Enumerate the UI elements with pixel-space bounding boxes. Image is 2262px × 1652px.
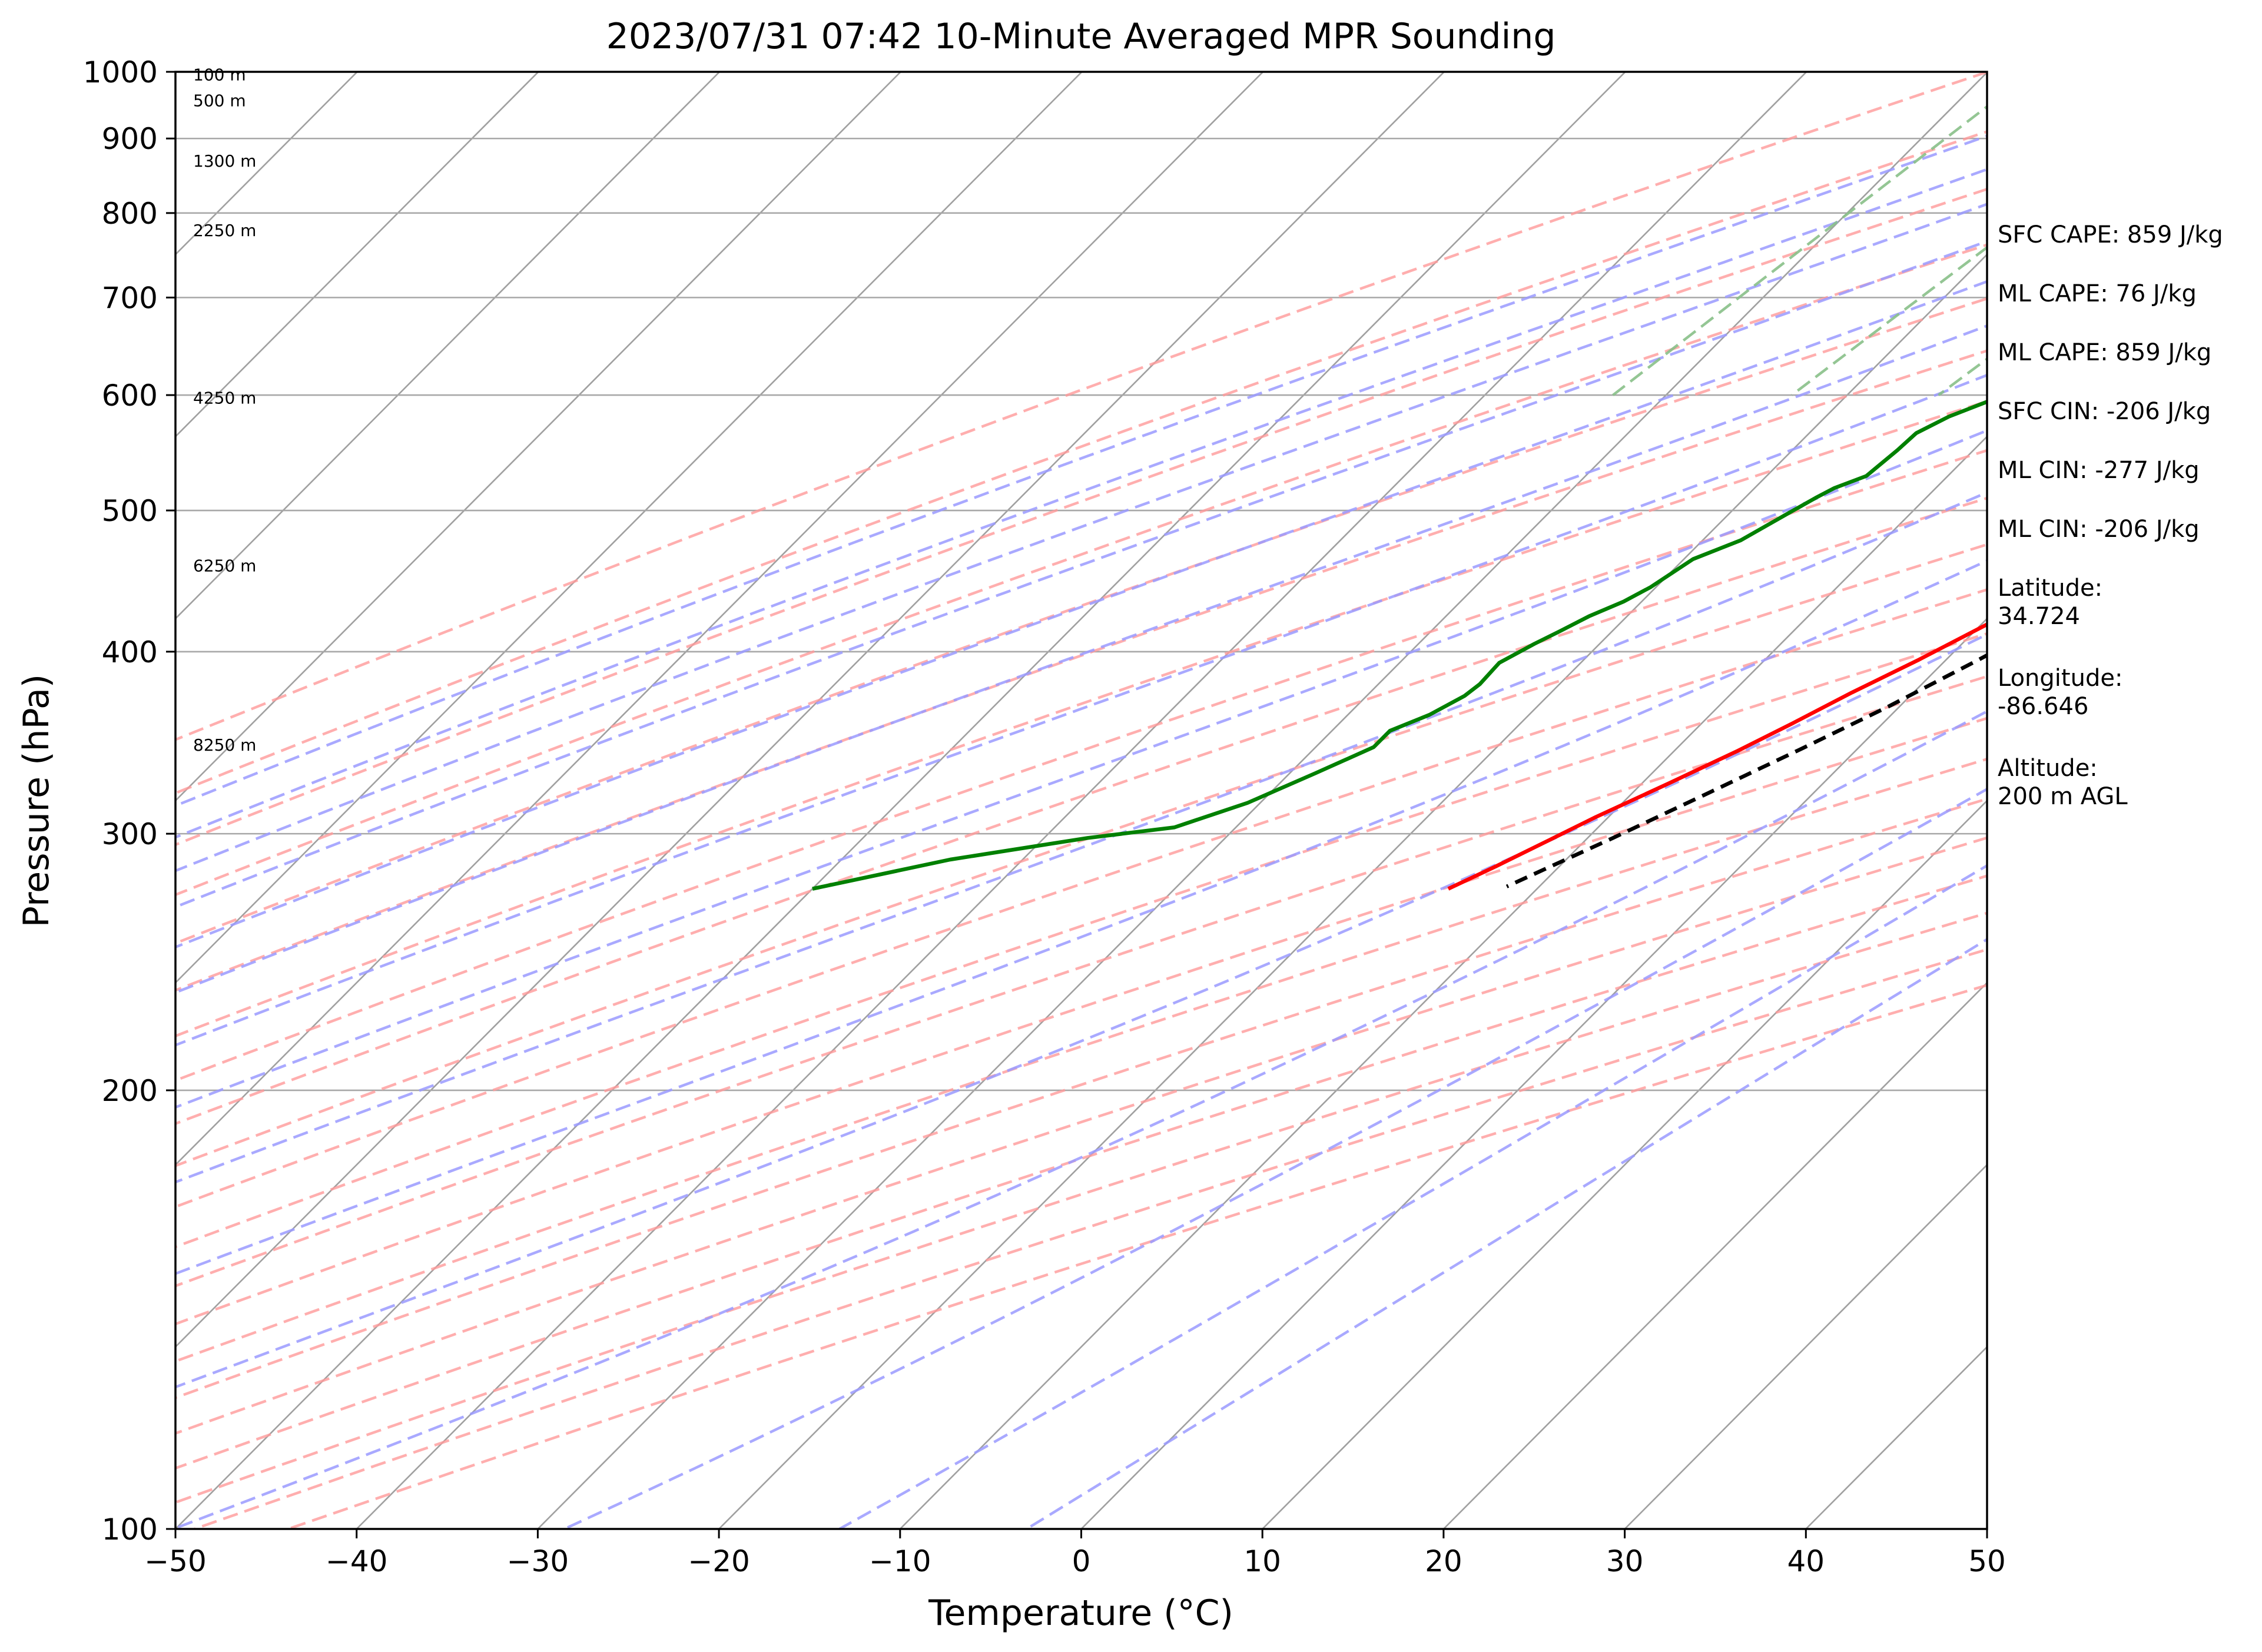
x-tick-label: −10 <box>869 1544 931 1578</box>
stat-text: SFC CIN: -206 J/kg <box>1998 398 2211 425</box>
temperature-line <box>1447 622 1987 891</box>
x-tick-label: 30 <box>1606 1544 1644 1578</box>
background-lines <box>175 72 1987 1529</box>
height-label: 4250 m <box>193 388 256 407</box>
y-tick-label: 100 <box>102 1512 158 1547</box>
isotherm-line <box>899 435 1987 1529</box>
stats-panel: SFC CAPE: 859 J/kg ML CAPE: 76 J/kg ML CAP… <box>1998 221 2223 810</box>
dry-adiabat-line <box>175 349 1987 992</box>
height-labels: 100 m 500 m 1300 m 2250 m 4250 m 6250 m 8250 m <box>193 65 256 755</box>
dry-adiabat-line <box>175 716 1987 1326</box>
y-axis-label: Pressure (hPa) <box>16 674 57 927</box>
height-label: 500 m <box>193 91 246 110</box>
isotherm-line <box>356 72 1807 1529</box>
series-layer <box>812 399 1987 891</box>
height-label: 2250 m <box>193 221 256 240</box>
isotherm-line <box>1080 617 1987 1529</box>
height-label: 1300 m <box>193 151 256 171</box>
x-axis-label: Temperature (°C) <box>928 1593 1233 1634</box>
dry-adiabat-line <box>175 243 1987 897</box>
stat-text: ML CIN: -206 J/kg <box>1998 516 2200 543</box>
y-tick-label: 700 <box>102 281 158 315</box>
y-tick-label: 900 <box>102 122 158 156</box>
stat-value: -86.646 <box>1998 693 2088 720</box>
isotherm-line <box>537 72 1987 1529</box>
dry-adiabat-line <box>175 449 1987 1082</box>
dry-adiabat-line <box>175 911 1987 1504</box>
isotherm-line <box>175 72 1445 1348</box>
dry-adiabat-line <box>175 187 1987 847</box>
isotherm-line <box>1262 800 1987 1529</box>
isotherm-line <box>1442 981 1987 1529</box>
stat-text: ML CIN: -277 J/kg <box>1998 457 2200 484</box>
x-tick-label: 0 <box>1072 1544 1091 1578</box>
isotherm-line <box>718 253 1987 1529</box>
x-tick-label: −20 <box>688 1544 750 1578</box>
stat-text: ML CAPE: 76 J/kg <box>1998 280 2197 307</box>
y-tick-label: 500 <box>102 494 158 528</box>
moist-adiabat-line <box>175 203 1987 873</box>
moist-adiabat-line <box>175 709 1987 1529</box>
parcel-line <box>1505 653 1987 888</box>
x-tick-label: −50 <box>144 1544 207 1578</box>
moist-adiabat-line <box>175 324 1987 994</box>
x-tick-label: 10 <box>1243 1544 1281 1578</box>
x-tick-label: −40 <box>326 1544 388 1578</box>
moist-adiabat-line <box>175 490 1987 1184</box>
dry-adiabat-line <box>175 874 1987 1470</box>
dry-adiabat-line <box>175 632 1987 1249</box>
moist-adiabat-line <box>175 373 1987 1047</box>
moist-adiabat-line <box>175 280 1987 949</box>
moist-adiabat-line <box>175 134 1987 808</box>
height-label: 8250 m <box>193 735 256 755</box>
stat-text: Latitude: <box>1998 575 2102 602</box>
moist-adiabat-line <box>175 633 1987 1389</box>
chart-title: 2023/07/31 07:42 10-Minute Averaged MPR … <box>606 16 1556 57</box>
dry-adiabat-line <box>175 400 1987 1038</box>
stat-text: ML CAPE: 859 J/kg <box>1998 339 2211 366</box>
x-tick-label: 20 <box>1425 1544 1462 1578</box>
isotherm-line <box>175 72 1626 1529</box>
isotherm-line <box>175 72 1083 984</box>
moist-adiabat-line <box>1026 937 1987 1529</box>
dry-adiabat-line <box>175 130 1987 795</box>
isotherm-line <box>175 72 539 438</box>
dewpoint-line <box>812 399 1987 891</box>
stat-value: 200 m AGL <box>1998 783 2128 810</box>
stat-text: SFC CAPE: 859 J/kg <box>1998 221 2223 248</box>
y-axis-ticks: 100 200 300 400 500 600 700 800 900 1000 <box>83 55 175 1547</box>
isotherm-line <box>175 72 721 620</box>
dry-adiabat-line <box>175 297 1987 945</box>
stat-value: 34.724 <box>1998 603 2080 630</box>
mixing-ratio-line <box>1612 105 1987 396</box>
dry-adiabat-line <box>175 72 1987 741</box>
x-tick-label: 40 <box>1787 1544 1825 1578</box>
y-tick-label: 300 <box>102 817 158 851</box>
dry-adiabat-line <box>175 836 1987 1435</box>
y-tick-label: 1000 <box>83 55 158 89</box>
moist-adiabat-line <box>175 559 1987 1275</box>
y-tick-label: 200 <box>102 1074 158 1108</box>
x-tick-label: −30 <box>507 1544 569 1578</box>
moist-adiabat-line <box>175 168 1987 839</box>
y-tick-label: 400 <box>102 635 158 669</box>
stat-text: Altitude: <box>1998 755 2098 782</box>
x-axis-ticks: −50 −40 −30 −20 −10 0 10 20 30 40 50 <box>144 1529 2006 1578</box>
dry-adiabat-line <box>175 797 1987 1399</box>
x-tick-label: 50 <box>1968 1544 2006 1578</box>
moist-adiabat-line <box>175 429 1987 1109</box>
mixing-ratio-line <box>1791 246 1987 396</box>
y-tick-label: 800 <box>102 197 158 231</box>
moist-adiabat-line <box>175 240 1987 909</box>
isotherm-line <box>175 72 1264 1166</box>
stat-text: Longitude: <box>1998 665 2122 692</box>
dry-adiabat-line <box>175 543 1987 1167</box>
height-label: 100 m <box>193 65 246 84</box>
isotherm-line <box>1624 1163 1987 1529</box>
height-label: 6250 m <box>193 556 256 575</box>
y-tick-label: 600 <box>102 379 158 413</box>
